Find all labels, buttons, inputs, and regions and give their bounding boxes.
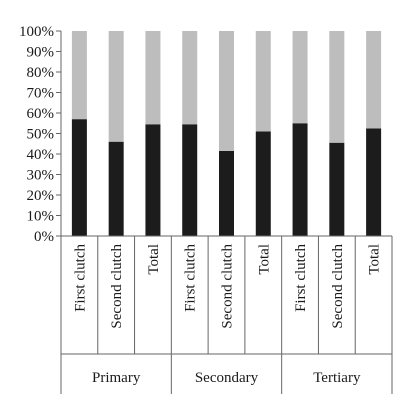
bar-segment-lower-6 <box>255 131 271 236</box>
y-axis: 0% 10% 20% 30% 40% 50% 60% 70% 80% 90% 100% <box>19 24 62 245</box>
y-tick-label: 50% <box>27 127 55 143</box>
category-label: First clutch <box>72 244 88 312</box>
bar-segment-lower-4 <box>182 124 198 236</box>
y-tick-label: 100% <box>19 24 54 40</box>
y-tick-label: 60% <box>27 106 55 122</box>
bar-segment-upper-1 <box>71 31 87 120</box>
category-label: Second clutch <box>220 244 236 329</box>
bar-segment-lower-3 <box>145 124 161 236</box>
y-tick-label: 10% <box>27 209 55 225</box>
bar-segment-lower-5 <box>219 150 234 236</box>
y-tick-label: 30% <box>27 168 55 184</box>
category-label: Total <box>146 244 162 275</box>
y-tick-label: 80% <box>27 65 55 81</box>
y-tick-label: 40% <box>27 147 55 163</box>
group-label: Primary <box>92 370 141 386</box>
y-tick-label: 0% <box>34 229 54 245</box>
category-label: Second clutch <box>109 244 125 329</box>
bar-segment-upper-3 <box>145 31 161 125</box>
bar-segment-upper-5 <box>219 31 234 151</box>
bar-segment-lower-2 <box>108 141 124 236</box>
bar-segment-upper-9 <box>366 31 382 129</box>
bar-segment-lower-1 <box>71 119 87 236</box>
y-tick-label: 20% <box>27 188 55 204</box>
group-label: Secondary <box>195 370 259 386</box>
bar-segment-upper-2 <box>108 31 124 142</box>
x-axis: First clutch Second clutch Total First clut… <box>60 235 393 394</box>
group-label: Tertiary <box>313 370 361 386</box>
bar-segment-lower-9 <box>366 128 382 237</box>
bars-layer <box>71 31 382 237</box>
category-label: First clutch <box>183 244 199 312</box>
category-label: Second clutch <box>330 244 346 329</box>
bar-segment-upper-4 <box>182 31 198 125</box>
bar-segment-lower-7 <box>292 123 308 236</box>
y-tick-label: 90% <box>27 45 55 61</box>
y-tick-label: 70% <box>27 86 55 102</box>
bar-segment-upper-7 <box>292 31 308 124</box>
bar-segment-upper-6 <box>255 31 271 132</box>
category-label: Total <box>367 244 383 275</box>
category-label: First clutch <box>293 244 309 312</box>
category-label: Total <box>256 244 272 275</box>
bar-segment-upper-8 <box>329 31 345 143</box>
bar-segment-lower-8 <box>329 142 345 236</box>
